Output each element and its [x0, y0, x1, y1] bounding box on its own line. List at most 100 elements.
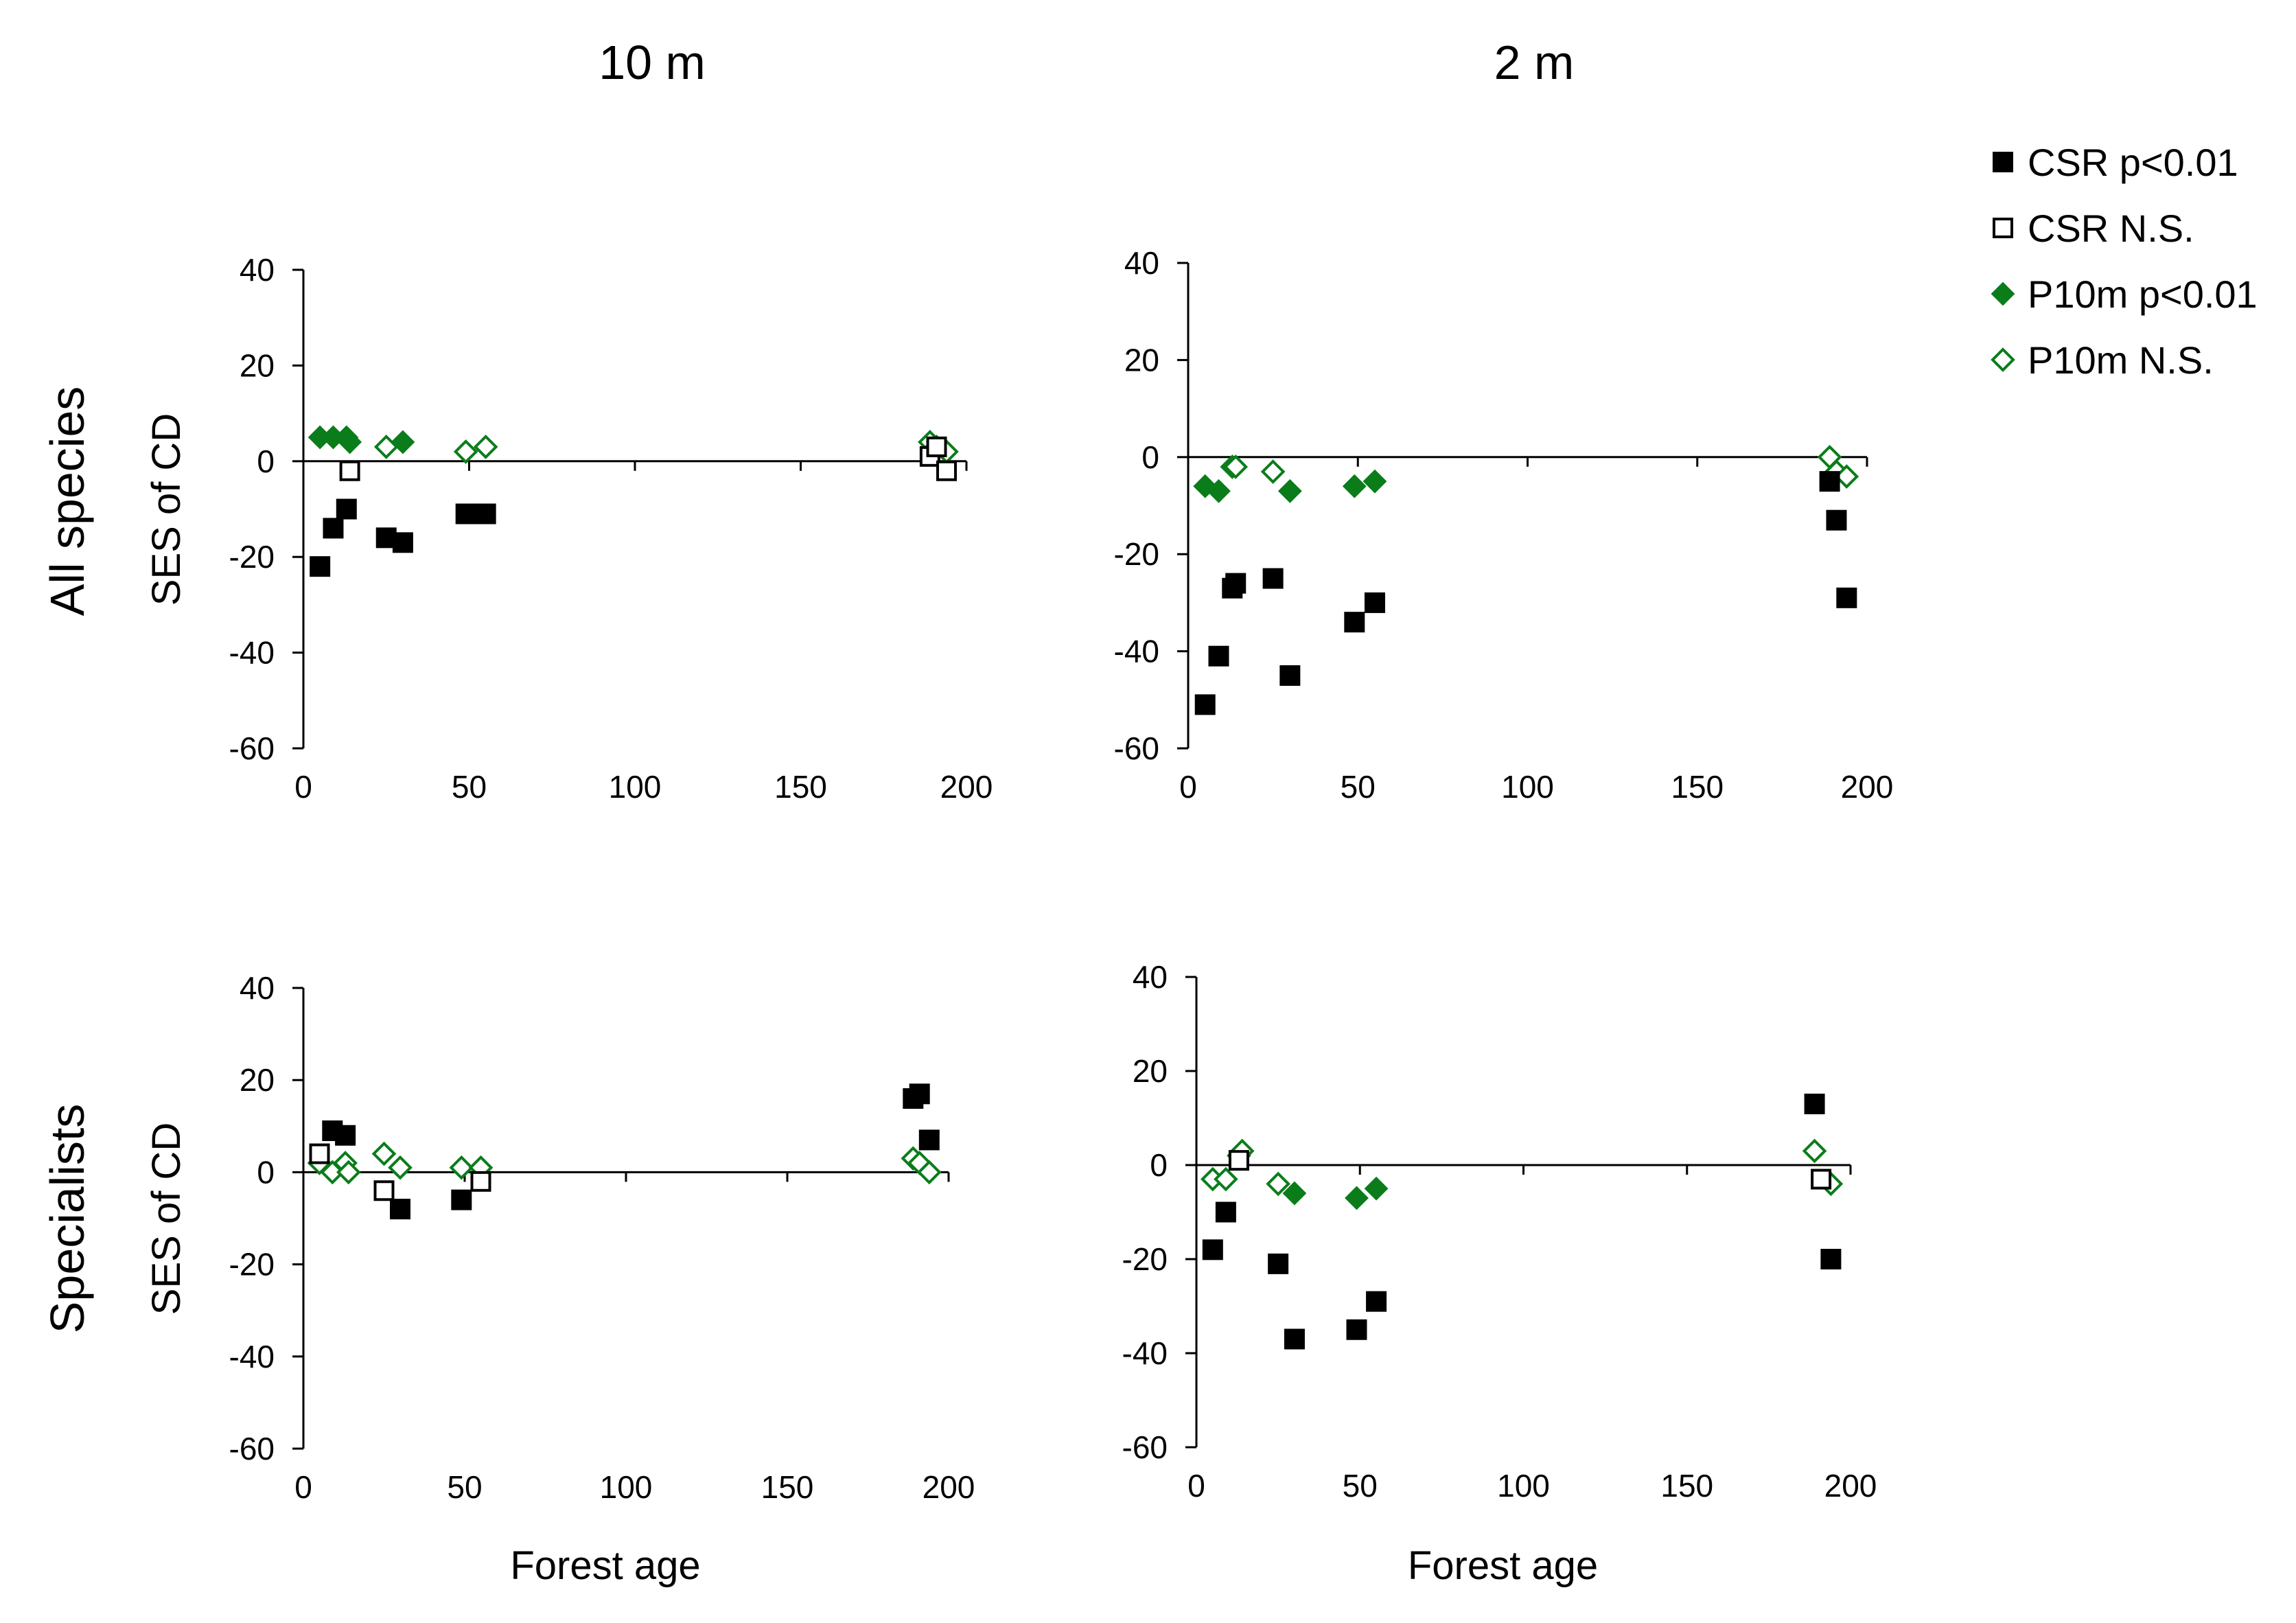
y-tick-label: 0: [1150, 1147, 1168, 1183]
data-point-csr-sig: [336, 498, 357, 520]
y-tick-label: 20: [1124, 342, 1159, 378]
y-axis-label: SES of CD: [144, 1123, 189, 1315]
legend-marker-csr-ns: [1993, 218, 2013, 238]
x-tick-label: 150: [774, 769, 827, 805]
data-point-p10-ns: [1223, 454, 1249, 479]
column-title-10m: 10 m: [599, 36, 706, 89]
y-tick-label: 0: [257, 444, 275, 479]
data-point-csr-sig: [1279, 665, 1301, 686]
data-point-csr-sig: [1819, 471, 1840, 492]
y-tick-label: 20: [240, 347, 275, 383]
data-point-csr-sig: [1284, 1328, 1305, 1350]
data-point-p10-ns: [388, 1155, 413, 1180]
data-point-p10-sig: [1364, 1176, 1389, 1201]
x-tick-label: 0: [294, 769, 312, 805]
data-point-csr-sig: [390, 1199, 410, 1220]
legend-label-p10-sig: P10m p<0.01: [2028, 273, 2258, 316]
data-point-csr-ns: [1811, 1169, 1832, 1190]
x-tick-label: 100: [1501, 769, 1554, 805]
x-tick-label: 200: [940, 769, 993, 805]
data-point-csr-sig: [1344, 612, 1365, 633]
x-tick-label: 50: [1341, 769, 1376, 805]
legend-label-csr-ns: CSR N.S.: [2028, 207, 2194, 250]
data-point-p10-ns: [453, 439, 478, 464]
legend-marker-p10-ns: [1991, 347, 2015, 372]
y-tick-label: -40: [229, 635, 275, 671]
column-title-2m: 2 m: [1494, 36, 1575, 89]
y-tick-label: 20: [1133, 1053, 1168, 1089]
row-title-all-species: All species: [40, 387, 94, 617]
y-tick-label: -20: [229, 539, 275, 575]
y-tick-label: 40: [1124, 245, 1159, 281]
data-point-p10-ns: [1266, 1171, 1290, 1197]
y-tick-label: 0: [257, 1154, 275, 1190]
y-tick-label: 40: [1133, 959, 1168, 995]
data-point-csr-ns: [926, 436, 947, 457]
data-point-csr-sig: [310, 556, 331, 577]
data-point-p10-sig: [1207, 479, 1231, 503]
data-point-csr-ns: [339, 460, 360, 481]
data-point-csr-sig: [1364, 592, 1385, 613]
data-point-csr-ns: [1228, 1150, 1249, 1171]
x-tick-label: 50: [1343, 1468, 1378, 1504]
data-point-csr-sig: [1366, 1291, 1387, 1312]
y-tick-label: 20: [240, 1062, 275, 1098]
data-point-csr-sig: [335, 1125, 356, 1146]
x-axis-label: Forest age: [1408, 1543, 1598, 1588]
y-tick-label: -60: [1122, 1429, 1168, 1465]
data-point-p10-sig: [1342, 474, 1367, 498]
legend-label-csr-sig: CSR p<0.01: [2028, 141, 2238, 184]
y-tick-label: 40: [240, 970, 275, 1006]
data-point-csr-sig: [323, 518, 344, 539]
data-point-csr-ns: [309, 1143, 330, 1164]
data-point-csr-sig: [1208, 645, 1229, 667]
legend: CSR p<0.01 CSR N.S. P10m p<0.01 P10m N.S.: [1991, 141, 2258, 382]
data-point-p10-ns: [371, 1141, 397, 1166]
data-point-p10-ns: [473, 435, 498, 459]
data-point-csr-sig: [1202, 1239, 1223, 1261]
x-tick-label: 200: [923, 1469, 975, 1505]
data-point-csr-sig: [1826, 509, 1847, 531]
data-point-csr-sig: [1820, 1249, 1842, 1269]
x-tick-label: 0: [1179, 769, 1197, 805]
data-point-p10-sig: [391, 430, 415, 454]
y-tick-label: -40: [1114, 634, 1159, 669]
legend-marker-csr-sig: [1993, 152, 2013, 172]
data-point-csr-sig: [1804, 1093, 1825, 1114]
data-point-p10-ns: [1260, 459, 1286, 484]
data-point-p10-sig: [1282, 1181, 1307, 1206]
x-tick-label: 50: [447, 1469, 482, 1505]
data-point-p10-ns: [449, 1155, 474, 1180]
data-point-csr-sig: [1194, 694, 1216, 715]
x-tick-label: 100: [1497, 1468, 1550, 1504]
y-tick-label: 40: [240, 252, 275, 288]
x-tick-label: 0: [1187, 1468, 1205, 1504]
x-tick-label: 100: [600, 1469, 653, 1505]
y-axis-label: SES of CD: [144, 413, 189, 606]
data-point-csr-sig: [455, 503, 476, 525]
y-tick-label: -60: [229, 1431, 275, 1466]
y-tick-label: -60: [229, 730, 275, 766]
legend-label-p10-ns: P10m N.S.: [2028, 338, 2214, 382]
data-point-csr-sig: [909, 1083, 930, 1105]
x-tick-label: 0: [294, 1469, 312, 1505]
y-tick-label: -20: [1114, 536, 1159, 572]
x-tick-label: 100: [609, 769, 662, 805]
data-point-csr-sig: [1268, 1253, 1289, 1274]
data-point-p10-ns: [1214, 1166, 1238, 1192]
x-tick-label: 200: [1841, 769, 1894, 805]
y-tick-label: 0: [1141, 439, 1159, 475]
y-tick-label: -40: [1122, 1335, 1168, 1371]
x-tick-label: 150: [761, 1469, 814, 1505]
data-point-csr-ns: [373, 1180, 395, 1201]
y-tick-label: -20: [1122, 1241, 1168, 1277]
data-point-csr-sig: [475, 503, 496, 525]
data-point-csr-sig: [392, 532, 413, 553]
y-tick-label: -40: [229, 1339, 275, 1374]
data-point-p10-sig: [1345, 1186, 1369, 1210]
